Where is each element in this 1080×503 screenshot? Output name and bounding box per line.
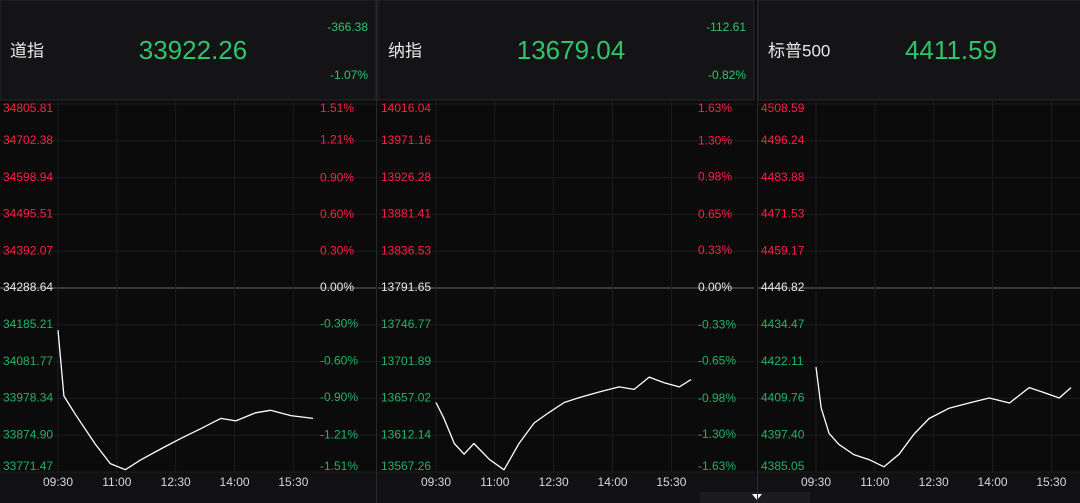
y-tick-label: 34702.38 xyxy=(3,133,53,147)
header-panel xyxy=(377,0,755,101)
y-tick-label: 4446.82 xyxy=(761,280,805,294)
header-panel xyxy=(0,0,377,101)
index-change: -366.38 xyxy=(327,20,368,34)
x-tick-label: 14:00 xyxy=(978,475,1008,489)
y2-tick-label: -0.33% xyxy=(698,317,736,331)
y-tick-label: 34392.07 xyxy=(3,243,53,257)
x-tick-label: 14:00 xyxy=(598,475,628,489)
price-line xyxy=(57,330,314,471)
y2-tick-label: 0.00% xyxy=(698,280,732,294)
y2-tick-label: -0.98% xyxy=(698,391,736,405)
price-line xyxy=(435,376,692,471)
y2-tick-label: 1.63% xyxy=(698,101,732,115)
x-tick-label: 14:00 xyxy=(220,475,250,489)
price-line xyxy=(815,366,1072,468)
y2-tick-label: -1.51% xyxy=(320,459,358,473)
y-tick-label: 34185.21 xyxy=(3,317,53,331)
x-tick-label: 15:30 xyxy=(1036,475,1066,489)
x-tick-label: 12:30 xyxy=(919,475,949,489)
y-tick-label: 13971.16 xyxy=(381,133,431,147)
index-name: 纳指 xyxy=(388,41,422,60)
y-tick-label: 4508.59 xyxy=(761,101,805,115)
y2-tick-label: -1.63% xyxy=(698,459,736,473)
y2-tick-label: -1.30% xyxy=(698,427,736,441)
y-tick-label: 14016.04 xyxy=(381,101,431,115)
y-tick-label: 4434.47 xyxy=(761,317,805,331)
y-tick-label: 13926.28 xyxy=(381,170,431,184)
y2-tick-label: 0.65% xyxy=(698,207,732,221)
y-tick-label: 13612.14 xyxy=(381,427,431,441)
header-panel xyxy=(757,0,1080,101)
y-tick-label: 4496.24 xyxy=(761,133,805,147)
y-tick-label: 4409.76 xyxy=(761,391,805,405)
index-change-percent: -0.82% xyxy=(708,68,746,82)
y2-tick-label: -0.30% xyxy=(320,317,358,331)
x-tick-label: 12:30 xyxy=(539,475,569,489)
index-price: 13679.04 xyxy=(517,35,625,65)
y-tick-label: 13746.77 xyxy=(381,317,431,331)
y-tick-label: 34598.94 xyxy=(3,170,53,184)
y-tick-label: 4397.40 xyxy=(761,427,805,441)
x-tick-label: 09:30 xyxy=(801,475,831,489)
y-tick-label: 4483.88 xyxy=(761,170,805,184)
x-tick-label: 09:30 xyxy=(43,475,73,489)
y2-tick-label: -0.65% xyxy=(698,354,736,368)
y-tick-label: 4385.05 xyxy=(761,459,805,473)
y-tick-label: 34495.51 xyxy=(3,207,53,221)
index-price: 4411.59 xyxy=(905,35,997,65)
y-tick-label: 33874.90 xyxy=(3,427,53,441)
y-tick-label: 4422.11 xyxy=(761,354,804,368)
index-change: -112.61 xyxy=(706,20,746,34)
y2-tick-label: 1.21% xyxy=(320,133,354,147)
y-tick-label: 4459.17 xyxy=(761,243,805,257)
x-tick-label: 15:30 xyxy=(278,475,308,489)
x-tick-label: 11:00 xyxy=(102,475,131,489)
time-strip xyxy=(0,472,1080,503)
index-name: 道指 xyxy=(10,41,44,60)
y-tick-label: 33978.34 xyxy=(3,391,53,405)
x-tick-label: 12:30 xyxy=(161,475,191,489)
y2-tick-label: 1.51% xyxy=(320,101,354,115)
index-change-percent: -1.07% xyxy=(330,68,368,82)
y2-tick-label: 0.30% xyxy=(320,244,354,258)
y2-tick-label: 0.00% xyxy=(320,280,354,294)
y2-tick-label: 1.30% xyxy=(698,133,732,147)
y-tick-label: 34081.77 xyxy=(3,354,53,368)
y-tick-label: 13881.41 xyxy=(381,207,431,221)
y2-tick-label: -0.60% xyxy=(320,353,358,367)
x-tick-label: 11:00 xyxy=(480,475,509,489)
y-tick-label: 13791.65 xyxy=(381,280,431,294)
y2-tick-label: -1.21% xyxy=(320,428,358,442)
y2-tick-label: 0.33% xyxy=(698,243,732,257)
y-tick-label: 34805.81 xyxy=(3,101,53,115)
y-tick-label: 13701.89 xyxy=(381,354,431,368)
y2-tick-label: 0.90% xyxy=(320,171,354,185)
y-tick-label: 13836.53 xyxy=(381,243,431,257)
y2-tick-label: 0.98% xyxy=(698,170,732,184)
y2-tick-label: -0.90% xyxy=(320,390,358,404)
y-tick-label: 13657.02 xyxy=(381,391,431,405)
x-tick-label: 15:30 xyxy=(656,475,686,489)
y2-tick-label: 0.60% xyxy=(320,207,354,221)
index-name: 标普500 xyxy=(768,41,830,60)
y-tick-label: 13567.26 xyxy=(381,459,431,473)
x-tick-label: 09:30 xyxy=(421,475,451,489)
x-tick-label: 11:00 xyxy=(860,475,889,489)
index-price: 33922.26 xyxy=(139,35,247,65)
y-tick-label: 33771.47 xyxy=(3,459,53,473)
y-tick-label: 4471.53 xyxy=(761,207,805,221)
y-tick-label: 34288.64 xyxy=(3,280,53,294)
